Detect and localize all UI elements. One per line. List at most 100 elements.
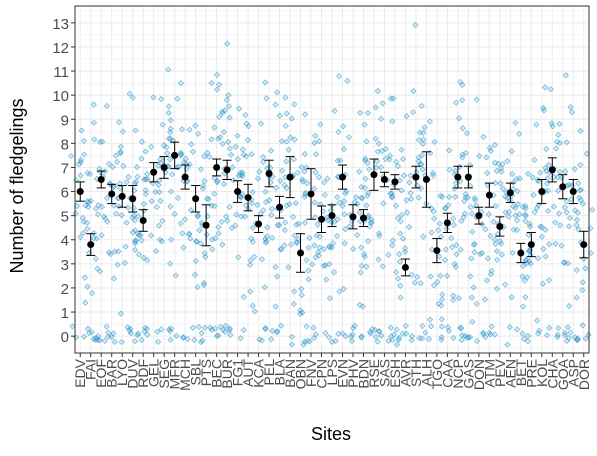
raw-point — [224, 40, 231, 47]
raw-point — [172, 272, 180, 279]
raw-point — [450, 215, 457, 222]
raw-point — [358, 244, 365, 251]
raw-point — [341, 240, 348, 247]
raw-point — [395, 334, 403, 342]
x-tick-label: DOR — [576, 359, 592, 390]
raw-point — [408, 332, 416, 340]
raw-point — [451, 185, 458, 192]
raw-point — [294, 169, 301, 176]
raw-point — [91, 136, 98, 143]
mean-point — [213, 163, 221, 171]
raw-point — [134, 173, 141, 180]
raw-point — [531, 156, 538, 164]
raw-point — [144, 170, 151, 178]
raw-point — [362, 175, 369, 182]
raw-point — [582, 335, 589, 342]
raw-point — [568, 108, 576, 116]
raw-point — [493, 256, 501, 264]
raw-point — [79, 214, 87, 222]
x-tick-label: BEC — [209, 359, 225, 388]
raw-point — [138, 138, 146, 145]
raw-point — [112, 152, 119, 159]
raw-point — [442, 246, 449, 253]
raw-point — [186, 126, 193, 133]
mean-point — [87, 241, 95, 249]
raw-point — [112, 210, 120, 217]
raw-point — [291, 288, 298, 295]
raw-point — [339, 330, 346, 337]
raw-point — [394, 162, 402, 170]
raw-point — [323, 276, 330, 283]
x-tick-label: RDF — [135, 359, 151, 388]
raw-point — [254, 201, 261, 209]
raw-point — [539, 104, 547, 112]
raw-point — [469, 228, 476, 235]
raw-point — [465, 334, 472, 341]
raw-point — [349, 331, 356, 338]
raw-point — [241, 213, 249, 220]
raw-point — [290, 156, 297, 163]
raw-point — [407, 189, 414, 197]
raw-point — [468, 294, 476, 301]
raw-point — [206, 153, 213, 161]
raw-point — [225, 92, 232, 99]
y-tick-label: 2 — [61, 281, 69, 298]
raw-point — [155, 181, 162, 189]
raw-point — [220, 180, 228, 188]
raw-point — [315, 252, 322, 259]
raw-point — [201, 153, 208, 160]
raw-point — [385, 251, 392, 259]
raw-point — [547, 86, 554, 93]
raw-point — [496, 237, 504, 245]
raw-point — [457, 325, 465, 332]
raw-point — [263, 95, 270, 102]
mean-point — [181, 173, 189, 181]
raw-point — [453, 241, 460, 249]
raw-point — [234, 155, 242, 163]
raw-point — [562, 168, 569, 175]
raw-point — [115, 203, 122, 210]
raw-point — [445, 327, 453, 334]
raw-point — [141, 328, 148, 335]
raw-point — [90, 229, 98, 237]
raw-point — [543, 167, 550, 175]
raw-point — [268, 211, 275, 219]
mean-point — [517, 249, 525, 257]
raw-point — [248, 200, 256, 207]
raw-point — [227, 151, 235, 158]
raw-point — [461, 210, 469, 217]
raw-point — [84, 325, 92, 332]
x-tick-label: PTS — [198, 359, 214, 386]
raw-point — [310, 324, 317, 331]
raw-point — [266, 197, 273, 204]
raw-point — [469, 318, 476, 326]
raw-point — [364, 159, 371, 167]
raw-point — [321, 179, 328, 186]
mean-point — [255, 220, 263, 228]
raw-point — [301, 193, 308, 201]
raw-point — [375, 140, 382, 147]
raw-point — [248, 235, 255, 242]
raw-point — [301, 338, 308, 345]
raw-point — [556, 168, 564, 175]
raw-point — [274, 89, 281, 96]
raw-point — [82, 299, 89, 306]
raw-point — [262, 235, 269, 243]
raw-point — [208, 136, 215, 143]
mean-point — [506, 189, 514, 197]
raw-point — [467, 204, 475, 211]
raw-point — [385, 337, 392, 344]
raw-point — [171, 210, 178, 218]
raw-point — [438, 323, 446, 330]
raw-point — [544, 207, 552, 215]
axes: 012345678910111213EDVFAIEOFBARLYODUVRDFG… — [52, 5, 592, 391]
y-tick-label: 8 — [61, 136, 69, 153]
raw-point — [118, 212, 125, 219]
raw-point — [431, 138, 438, 146]
raw-point — [212, 235, 219, 242]
raw-point — [140, 207, 148, 214]
raw-point — [449, 243, 456, 251]
raw-point — [180, 244, 187, 251]
raw-point — [204, 149, 211, 156]
raw-point — [273, 184, 280, 191]
